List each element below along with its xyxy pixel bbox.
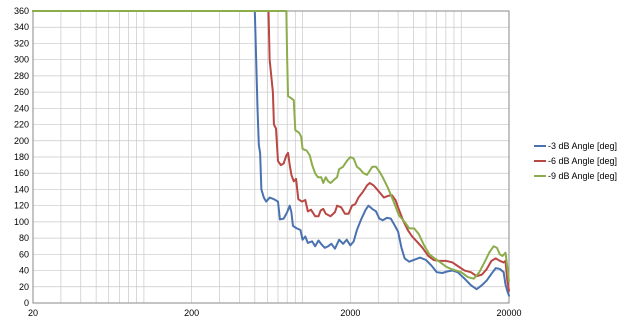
- y-tick-label: 220: [14, 120, 29, 130]
- y-tick-label: 340: [14, 22, 29, 32]
- y-tick-label: 160: [14, 168, 29, 178]
- y-tick-label: 320: [14, 38, 29, 48]
- legend-label-3: -9 dB Angle [deg]: [548, 171, 617, 181]
- legend-label-2: -6 dB Angle [deg]: [548, 156, 617, 166]
- series-line-1: [32, 10, 510, 297]
- y-tick-label: 280: [14, 71, 29, 81]
- x-axis: 20 200 2000 20000: [28, 308, 522, 318]
- y-tick-label: 300: [14, 55, 29, 65]
- x-tick-label: 20: [28, 308, 38, 318]
- y-axis: 0 20 40 60 80 100 120 140 160 180 200 220 240 260 280 3…: [14, 6, 29, 308]
- y-tick-label: 260: [14, 87, 29, 97]
- y-tick-label: 80: [19, 233, 29, 243]
- y-tick-label: 0: [24, 298, 29, 308]
- series-line-3: [32, 10, 510, 283]
- y-tick-label: 60: [19, 249, 29, 259]
- x-tick-label: 2000: [340, 308, 360, 318]
- series-layer: [32, 10, 510, 297]
- series-line-2: [32, 10, 510, 292]
- y-tick-label: 140: [14, 184, 29, 194]
- y-tick-label: 240: [14, 103, 29, 113]
- y-tick-label: 120: [14, 201, 29, 211]
- y-tick-label: 40: [19, 266, 29, 276]
- legend: -3 dB Angle [deg] -6 dB Angle [deg] -9 dB …: [534, 141, 617, 181]
- y-tick-label: 100: [14, 217, 29, 227]
- x-tick-label: 20000: [496, 308, 521, 318]
- y-tick-label: 200: [14, 136, 29, 146]
- y-tick-label: 20: [19, 282, 29, 292]
- x-tick-label: 200: [184, 308, 199, 318]
- y-tick-label: 360: [14, 6, 29, 16]
- y-tick-label: 180: [14, 152, 29, 162]
- legend-label-1: -3 dB Angle [deg]: [548, 141, 617, 151]
